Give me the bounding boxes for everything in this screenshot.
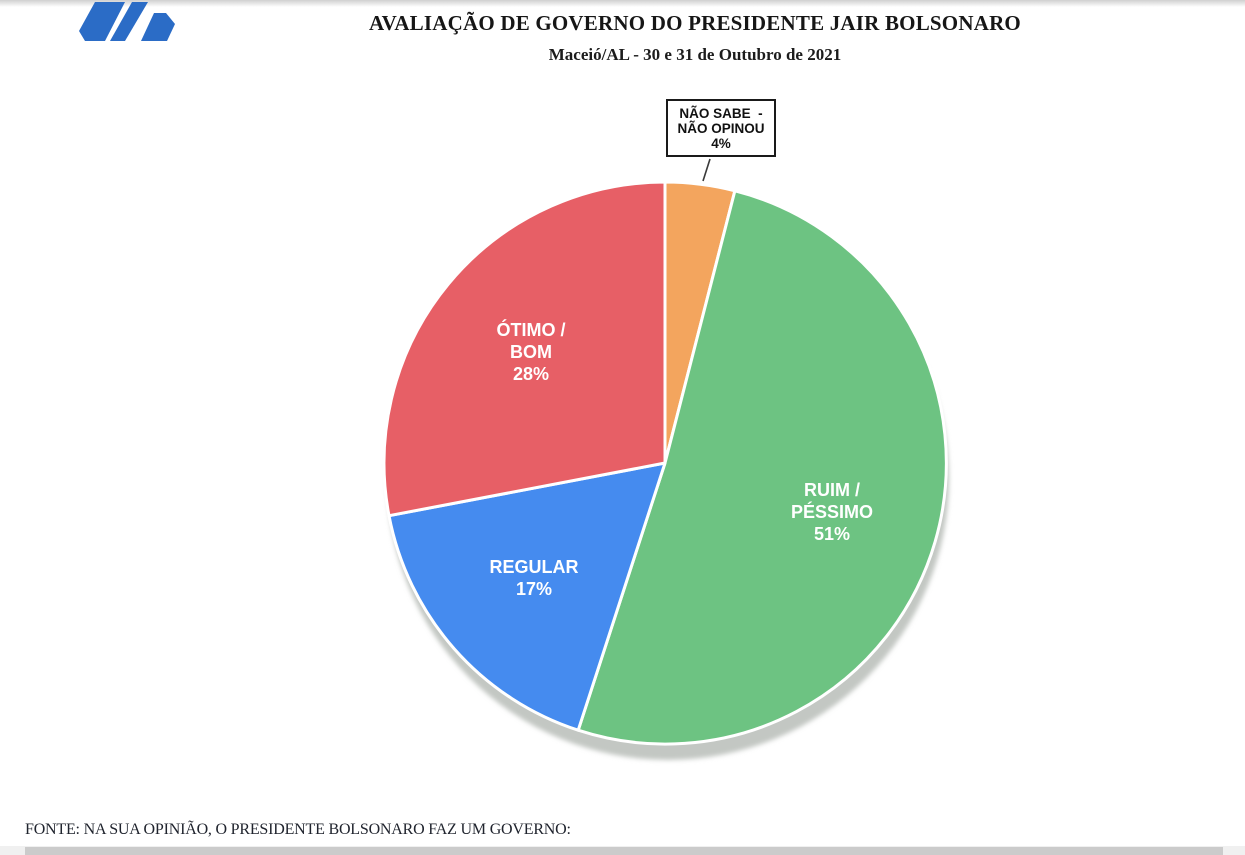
slice-label-otimo-bom: ÓTIMO / BOM 28% xyxy=(496,320,566,384)
callout-line-2: NÃO OPINOU xyxy=(677,121,765,136)
pie-slice-regular xyxy=(387,461,667,732)
horizontal-scrollbar-thumb[interactable] xyxy=(25,847,1223,855)
page-top-shadow xyxy=(0,0,1245,7)
callout-line-1: NÃO SABE - xyxy=(679,106,763,121)
pie-slice-ruim-pessimo xyxy=(576,189,948,746)
logo-stripe-middle xyxy=(110,2,148,41)
nao-sabe-callout: NÃO SABE - NÃO OPINOU 4% xyxy=(666,99,776,157)
horizontal-scrollbar-track[interactable] xyxy=(0,846,1245,855)
logo-stripe-right xyxy=(141,13,175,41)
callout-line-3: 4% xyxy=(711,136,731,151)
source-note: FONTE: NA SUA OPINIÃO, O PRESIDENTE BOLS… xyxy=(25,821,571,838)
page-subtitle: Maceió/AL - 30 e 31 de Outubro de 2021 xyxy=(548,45,842,64)
survey-institute-logo xyxy=(79,2,175,41)
slice-label-regular: REGULAR 17% xyxy=(489,557,579,599)
pie-slice-otimo-bom xyxy=(382,180,667,518)
logo-stripe-left xyxy=(79,2,125,41)
page-title: AVALIAÇÃO DE GOVERNO DO PRESIDENTE JAIR … xyxy=(369,11,1021,35)
chart-header: AVALIAÇÃO DE GOVERNO DO PRESIDENTE JAIR … xyxy=(285,11,1105,65)
callout-leader-line xyxy=(702,158,711,182)
slice-label-ruim-pessimo: RUIM / PÉSSIMO 51% xyxy=(790,480,874,544)
